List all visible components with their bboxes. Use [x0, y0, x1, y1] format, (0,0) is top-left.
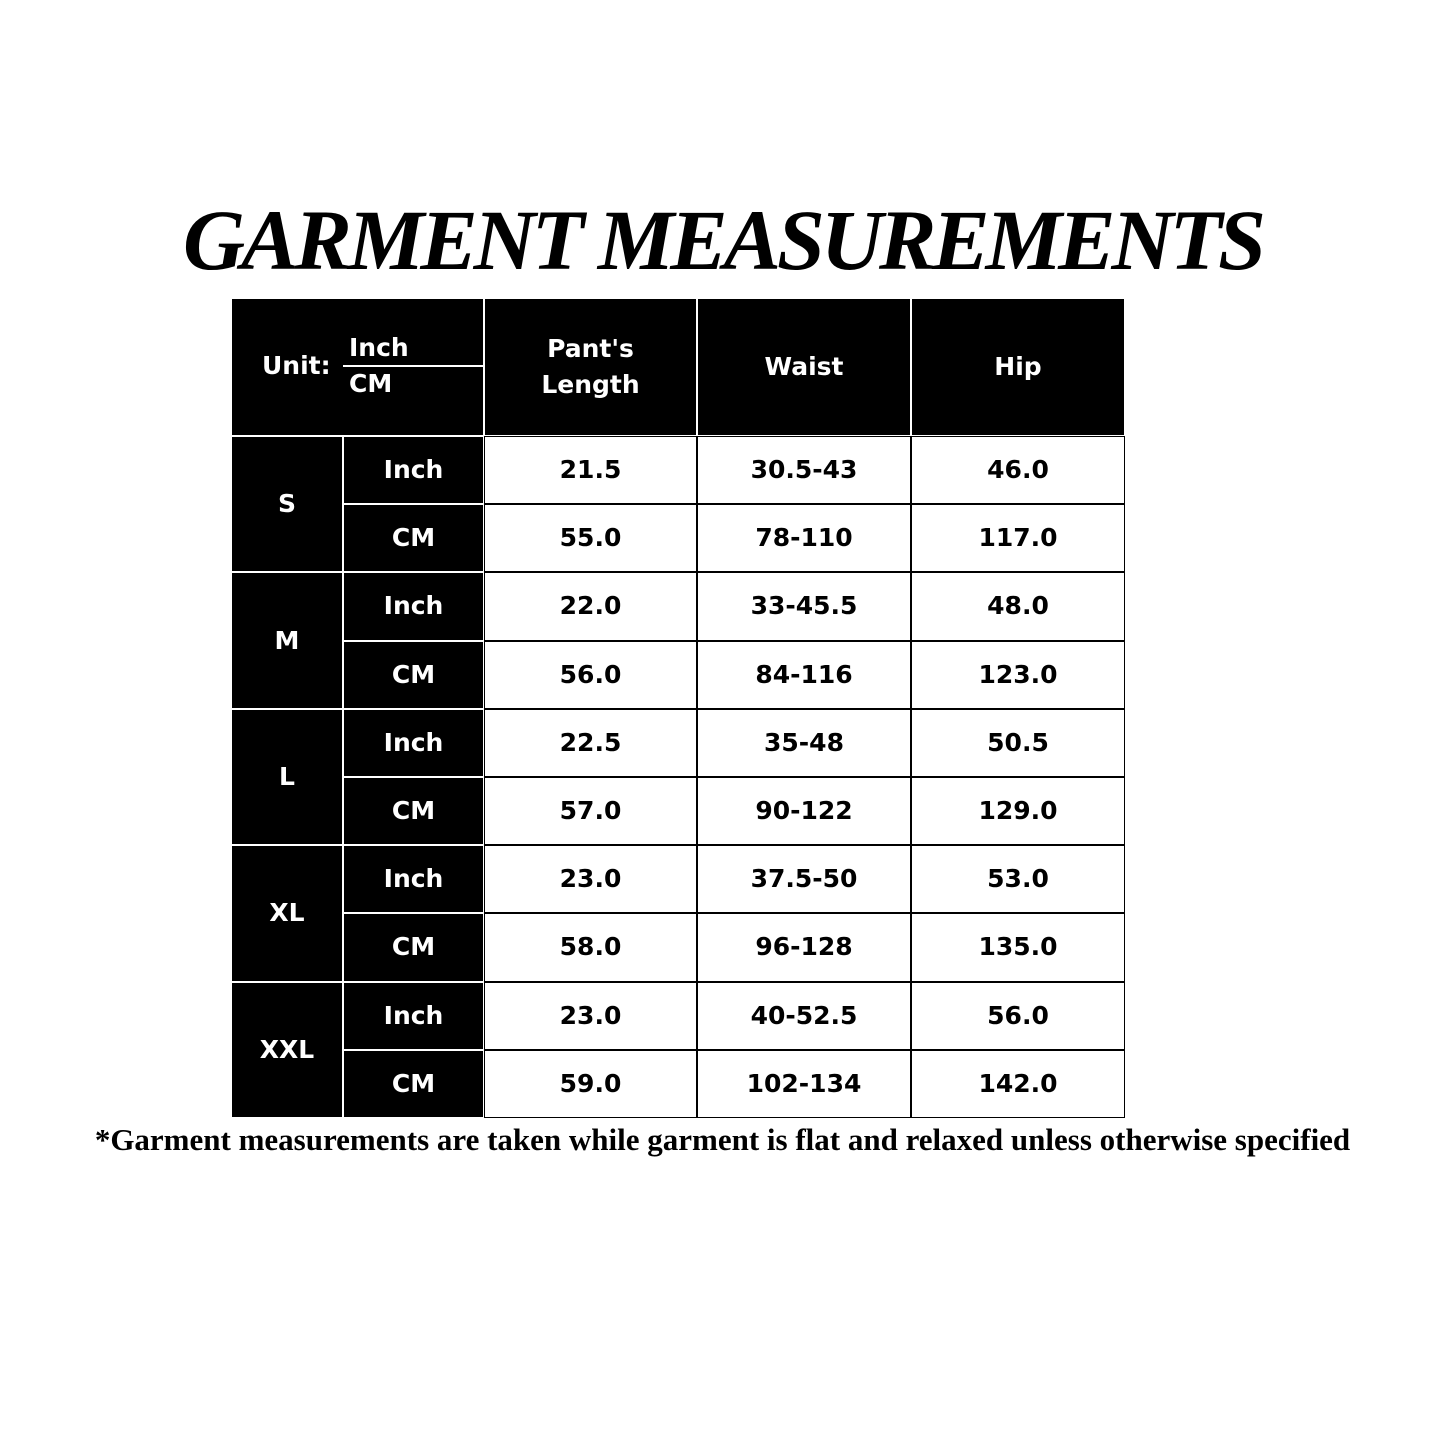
- value-cell: 84-116: [697, 640, 911, 709]
- value-cell: 56.0: [484, 640, 697, 709]
- size-label: S: [231, 436, 343, 573]
- value-cell: 142.0: [911, 1049, 1125, 1118]
- unit-label: Unit:: [262, 351, 331, 380]
- value-cell: 48.0: [911, 572, 1125, 641]
- unit-label: CM: [343, 1049, 484, 1118]
- unit-label: Inch: [343, 572, 484, 641]
- unit-label: CM: [343, 640, 484, 709]
- value-cell: 35-48: [697, 708, 911, 777]
- footnote: *Garment measurements are taken while ga…: [94, 1122, 1351, 1157]
- size-label: XXL: [231, 981, 343, 1118]
- unit-label: Inch: [343, 708, 484, 777]
- unit-label: CM: [343, 777, 484, 846]
- value-cell: 55.0: [484, 504, 697, 573]
- value-cell: 56.0: [911, 981, 1125, 1050]
- column-header: Pant's Length: [484, 298, 697, 436]
- value-cell: 53.0: [911, 845, 1125, 914]
- value-cell: 33-45.5: [697, 572, 911, 641]
- size-label: XL: [231, 845, 343, 982]
- value-cell: 59.0: [484, 1049, 697, 1118]
- unit-divider: [343, 365, 484, 367]
- column-header: Hip: [911, 298, 1125, 436]
- unit-label: Inch: [343, 981, 484, 1050]
- value-cell: 22.0: [484, 572, 697, 641]
- value-cell: 21.5: [484, 436, 697, 505]
- unit-label: Inch: [343, 845, 484, 914]
- unit-bottom: CM: [349, 369, 393, 398]
- value-cell: 78-110: [697, 504, 911, 573]
- value-cell: 57.0: [484, 777, 697, 846]
- unit-label: CM: [343, 913, 484, 982]
- value-cell: 30.5-43: [697, 436, 911, 505]
- unit-label: CM: [343, 504, 484, 573]
- size-label: M: [231, 572, 343, 709]
- column-header: Waist: [697, 298, 911, 436]
- value-cell: 129.0: [911, 777, 1125, 846]
- value-cell: 96-128: [697, 913, 911, 982]
- value-cell: 58.0: [484, 913, 697, 982]
- value-cell: 90-122: [697, 777, 911, 846]
- value-cell: 22.5: [484, 708, 697, 777]
- value-cell: 23.0: [484, 845, 697, 914]
- value-cell: 46.0: [911, 436, 1125, 505]
- size-label: L: [231, 708, 343, 846]
- value-cell: 123.0: [911, 640, 1125, 709]
- unit-header: [231, 298, 484, 436]
- title: GARMENT MEASUREMENTS: [183, 192, 1266, 288]
- value-cell: 50.5: [911, 708, 1125, 777]
- unit-label: Inch: [343, 436, 484, 505]
- value-cell: 102-134: [697, 1049, 911, 1118]
- value-cell: 23.0: [484, 981, 697, 1050]
- value-cell: 135.0: [911, 913, 1125, 982]
- value-cell: 117.0: [911, 504, 1125, 573]
- value-cell: 37.5-50: [697, 845, 911, 914]
- unit-top: Inch: [349, 333, 409, 362]
- value-cell: 40-52.5: [697, 981, 911, 1050]
